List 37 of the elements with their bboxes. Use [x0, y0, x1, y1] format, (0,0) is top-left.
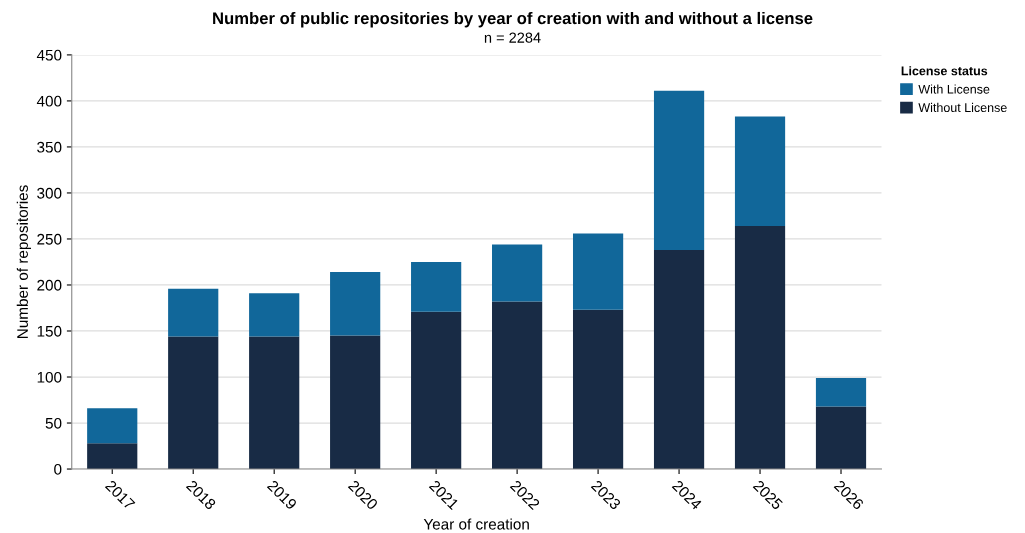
bar	[653, 250, 705, 470]
bar	[411, 261, 462, 312]
y-tick-label: 450	[36, 49, 62, 61]
bar	[411, 311, 462, 470]
y-tick-label: 200	[37, 279, 62, 291]
bar	[249, 336, 300, 470]
legend-label: With License	[918, 84, 990, 94]
chart-subtitle: n = 2284	[484, 32, 541, 43]
legend-title: License status	[901, 66, 988, 76]
chart-title: Number of public repositories by year of creation with and without a license	[213, 11, 813, 28]
bar	[572, 309, 624, 470]
bar	[249, 293, 300, 337]
bar	[492, 244, 543, 302]
y-tick-label: 50	[45, 417, 62, 429]
y-tick-label: 0	[54, 463, 62, 475]
bar	[87, 408, 138, 444]
bar	[492, 301, 543, 470]
bar	[572, 233, 624, 310]
bar	[653, 90, 705, 251]
bar	[330, 272, 381, 336]
y-tick-label: 400	[36, 95, 62, 107]
x-axis-title: Year of creation	[423, 518, 529, 530]
bar	[87, 443, 138, 470]
bar	[168, 288, 219, 337]
y-tick-label: 300	[37, 187, 62, 199]
legend-label: Without License	[918, 102, 1007, 113]
bar	[734, 226, 786, 470]
bar	[734, 116, 786, 227]
y-tick-label: 350	[37, 141, 62, 153]
bar	[168, 336, 219, 470]
y-axis-title: Number of repositories	[16, 185, 31, 338]
y-tick-label: 100	[37, 371, 62, 383]
y-tick-label: 150	[37, 325, 62, 337]
bar	[815, 377, 867, 407]
bar	[815, 406, 867, 470]
y-tick-label: 250	[37, 233, 62, 245]
bar	[330, 335, 381, 470]
